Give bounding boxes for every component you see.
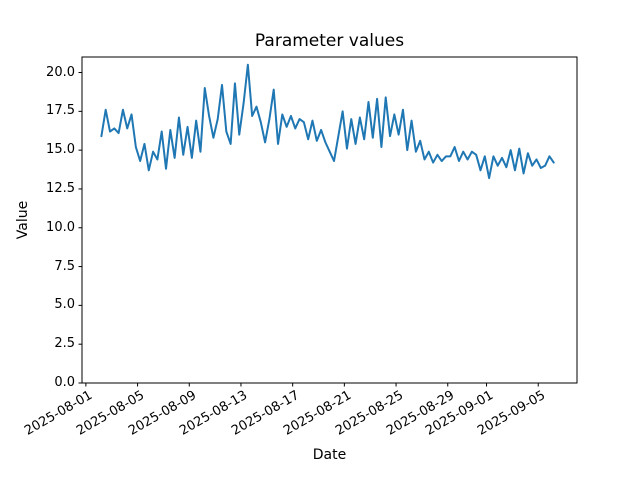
chart-title: Parameter values xyxy=(254,31,405,51)
y-tick-label: 12.5 xyxy=(46,180,75,196)
y-tick-label: 5.0 xyxy=(54,297,75,313)
x-axis-label: Date xyxy=(312,447,347,463)
y-tick-label: 15.0 xyxy=(46,142,75,158)
y-tick-label: 17.5 xyxy=(46,103,75,119)
axes-spines xyxy=(81,56,578,384)
y-tick-label: 20.0 xyxy=(46,64,75,80)
y-tick-label: 7.5 xyxy=(54,258,75,274)
data-line-series xyxy=(100,63,555,180)
y-tick-label: 2.5 xyxy=(54,336,75,352)
y-tick-label: 0.0 xyxy=(54,375,75,390)
y-tick-label: 10.0 xyxy=(46,219,75,235)
